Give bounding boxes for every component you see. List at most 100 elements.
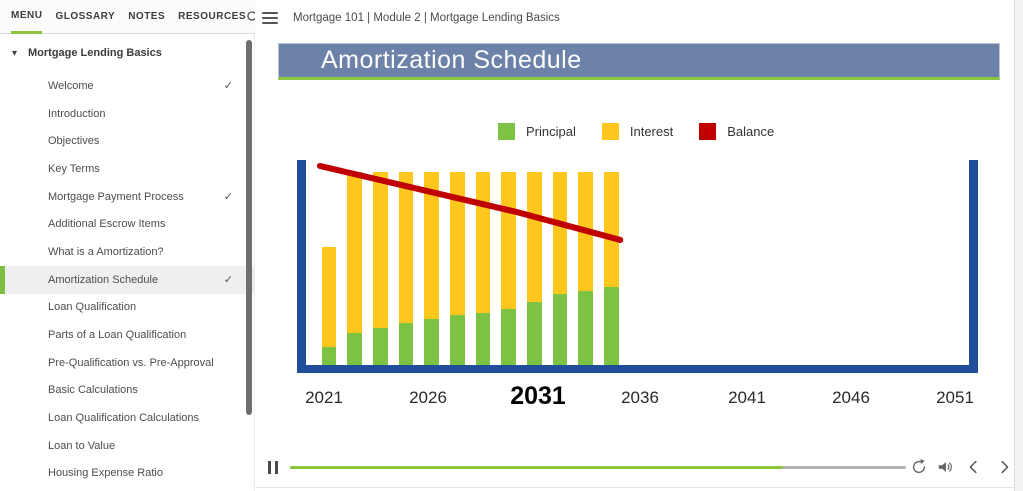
principal-segment <box>526 302 542 365</box>
principal-segment <box>552 294 568 365</box>
principal-segment <box>398 322 414 365</box>
seekbar[interactable] <box>290 466 906 469</box>
tab-glossary[interactable]: GLOSSARY <box>55 10 116 22</box>
item-label: Loan to Value <box>48 439 116 452</box>
sidebar-item-introduction[interactable]: Introduction <box>0 100 255 128</box>
interest-segment <box>398 172 414 323</box>
stacked-bar <box>475 172 491 365</box>
slide-title: Amortization Schedule <box>321 46 582 74</box>
interest-segment <box>373 172 388 329</box>
principal-segment <box>603 287 619 365</box>
interest-segment <box>603 172 619 288</box>
principal-segment <box>424 319 439 365</box>
next-icon[interactable] <box>995 458 1013 476</box>
tab-resources[interactable]: RESOURCES <box>178 10 247 22</box>
sidebar-item-additional-escrow-items[interactable]: Additional Escrow Items <box>0 210 255 238</box>
sidebar-tabs: MENU GLOSSARY NOTES RESOURCES <box>11 0 246 34</box>
x-axis-labels: 2021 2026 2031 2036 2041 2046 2051 <box>255 382 1023 416</box>
balance-swatch <box>699 123 717 140</box>
x-tick-2046: 2046 <box>832 388 870 407</box>
x-tick-2041: 2041 <box>728 388 766 407</box>
check-icon: ✓ <box>223 191 233 204</box>
principal-segment <box>321 346 337 365</box>
interest-swatch <box>601 123 619 140</box>
sidebar-item-basic-calculations[interactable]: Basic Calculations <box>0 377 255 405</box>
sidebar-item-mortgage-payment-process[interactable]: Mortgage Payment Process ✓ <box>0 183 255 211</box>
legend-label: Balance <box>727 124 775 139</box>
interest-segment <box>347 172 362 334</box>
interest-segment <box>501 172 516 310</box>
pause-button[interactable] <box>268 461 278 474</box>
breadcrumb: Mortgage 101 | Module 2 | Mortgage Lendi… <box>293 12 560 24</box>
principal-segment <box>373 328 388 365</box>
stacked-bar <box>603 172 619 365</box>
stacked-bar <box>526 172 542 365</box>
legend-label: Principal <box>526 124 576 139</box>
principal-segment <box>347 333 362 365</box>
sidebar-item-key-terms[interactable]: Key Terms <box>0 155 255 183</box>
x-axis <box>297 365 978 373</box>
item-label: Pre-Qualification vs. Pre-Approval <box>48 356 214 369</box>
sidebar-item-parts-of-a-loan-qualification[interactable]: Parts of a Loan Qualification <box>0 321 255 349</box>
stacked-bar <box>347 172 362 365</box>
sidebar-item-loan-qualification[interactable]: Loan Qualification <box>0 294 255 322</box>
legend-item-balance: Balance <box>699 123 774 140</box>
sidebar-item-loan-qualification-calculations[interactable]: Loan Qualification Calculations <box>0 404 255 432</box>
playback-controls <box>255 445 1023 487</box>
stacked-bar <box>424 172 439 365</box>
plot-area <box>306 160 969 365</box>
chart-legend: Principal Interest Balance <box>498 123 774 140</box>
interest-segment <box>578 172 593 291</box>
item-label: Basic Calculations <box>48 384 138 397</box>
sidebar-item-objectives[interactable]: Objectives <box>0 127 255 155</box>
x-tick-2026: 2026 <box>409 388 447 407</box>
stacked-bar <box>552 172 568 365</box>
balance-line <box>316 162 624 243</box>
stacked-bar <box>398 172 414 365</box>
sidebar-section-mortgage-lending-basics[interactable]: ▾ Mortgage Lending Basics <box>0 34 255 72</box>
legend-item-interest: Interest <box>601 123 674 140</box>
course-outline: ▾ Mortgage Lending Basics Welcome ✓ Intro… <box>0 34 255 491</box>
sidebar-item-amortization-schedule[interactable]: Amortization Schedule ✓ <box>0 265 255 294</box>
sidebar-header: MENU GLOSSARY NOTES RESOURCES <box>0 0 259 34</box>
topbar: Mortgage 101 | Module 2 | Mortgage Lendi… <box>255 0 1023 36</box>
principal-swatch <box>498 123 515 140</box>
principal-segment <box>578 291 593 365</box>
y-axis-right <box>969 160 978 373</box>
page-gutter <box>1014 0 1023 491</box>
interest-segment <box>450 172 465 315</box>
sidebar-item-welcome[interactable]: Welcome ✓ <box>0 72 255 100</box>
previous-icon[interactable] <box>965 458 983 476</box>
legend-label: Interest <box>629 124 674 139</box>
stacked-bar <box>321 246 337 365</box>
sidebar-item-what-is-a-amortization[interactable]: What is a Amortization? <box>0 238 255 266</box>
seekbar-progress <box>290 466 783 469</box>
sidebar-item-housing-expense-ratio[interactable]: Housing Expense Ratio <box>0 460 255 488</box>
sidebar: MENU GLOSSARY NOTES RESOURCES ▾ Mortgage… <box>0 0 259 491</box>
sidebar-item-loan-to-value[interactable]: Loan to Value <box>0 432 255 460</box>
legend-item-principal: Principal <box>498 123 576 140</box>
hamburger-icon[interactable] <box>262 12 278 24</box>
item-label: What is a Amortization? <box>48 245 164 258</box>
item-label: Key Terms <box>48 162 100 175</box>
interest-segment <box>475 172 491 313</box>
interest-segment <box>552 172 568 295</box>
y-axis-left <box>297 160 306 373</box>
x-tick-2031-highlighted: 2031 <box>510 382 566 410</box>
item-label: Loan Qualification <box>48 301 137 314</box>
stacked-bar <box>501 172 516 365</box>
replay-icon[interactable] <box>910 458 928 476</box>
sidebar-item-pre-qualification-vs-pre-approval[interactable]: Pre-Qualification vs. Pre-Approval <box>0 349 255 377</box>
slide-title-banner: Amortization Schedule <box>278 43 1000 80</box>
principal-segment <box>475 312 491 365</box>
item-label: Loan Qualification Calculations <box>48 412 200 425</box>
tab-menu[interactable]: MENU <box>11 0 43 34</box>
volume-icon[interactable] <box>936 458 954 476</box>
item-label: Additional Escrow Items <box>48 218 166 231</box>
interest-segment <box>321 246 337 347</box>
sidebar-scrollbar-thumb[interactable] <box>246 40 252 415</box>
tab-notes[interactable]: NOTES <box>128 10 166 22</box>
stacked-bar <box>450 172 465 365</box>
item-label: Objectives <box>48 135 100 148</box>
